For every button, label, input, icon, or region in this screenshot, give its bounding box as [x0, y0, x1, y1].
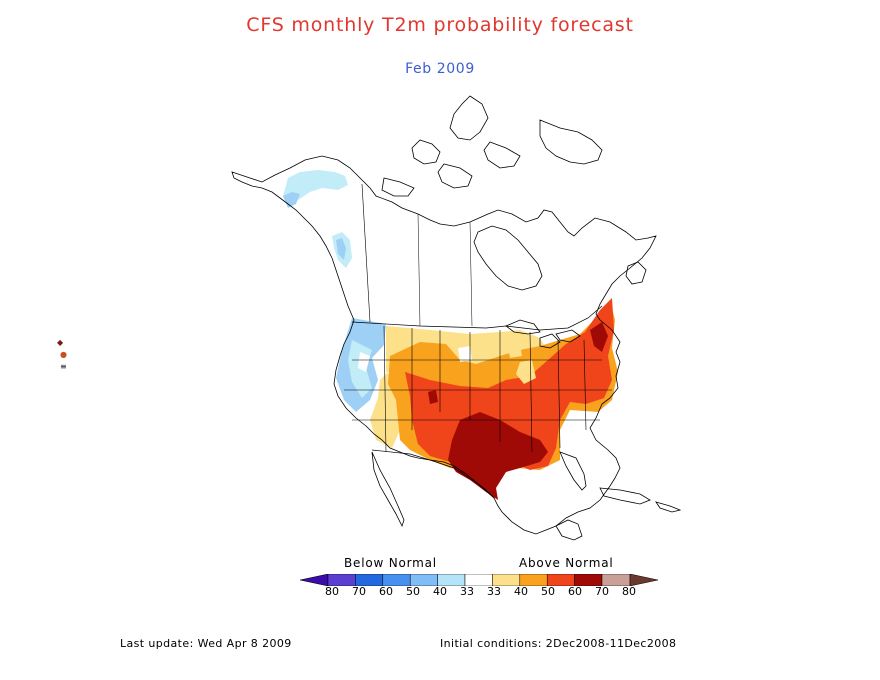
below-normal-label: Below Normal	[344, 556, 437, 570]
tick-label: 60	[568, 585, 582, 598]
shade-hole-2	[508, 344, 522, 358]
shade-above-70-ne	[590, 322, 608, 352]
shade-west-white	[358, 352, 370, 372]
coastlines-and-borders	[231, 95, 682, 541]
tick-label: 33	[460, 585, 474, 598]
side-diamond-icon: ◆	[57, 338, 64, 347]
tick-label: 80	[325, 585, 339, 598]
shade-hole-3	[458, 346, 472, 362]
color-scale-bar	[300, 574, 658, 586]
probability-shading	[283, 170, 618, 500]
page-title: CFS monthly T2m probability forecast	[246, 14, 634, 36]
forecast-month: Feb 2009	[405, 61, 475, 77]
shade-above-70-texas	[448, 412, 548, 500]
side-dot-icon: ●	[60, 350, 67, 359]
tick-label: 50	[406, 585, 420, 598]
tick-label: 70	[595, 585, 609, 598]
above-normal-label: Above Normal	[519, 556, 614, 570]
shade-above-70-nm	[428, 390, 438, 404]
scale-end-right	[629, 574, 658, 586]
tick-label: 80	[622, 585, 636, 598]
shade-bc-coast-40	[336, 238, 346, 260]
tick-label: 70	[352, 585, 366, 598]
side-glyph-icon: ≡	[60, 362, 67, 371]
shade-alaska-below-40	[283, 192, 300, 208]
tick-label: 40	[433, 585, 447, 598]
tick-label: 40	[514, 585, 528, 598]
tick-label: 33	[487, 585, 501, 598]
last-update-text: Last update: Wed Apr 8 2009	[120, 637, 292, 650]
initial-conditions-text: Initial conditions: 2Dec2008-11Dec2008	[440, 637, 677, 650]
tick-label: 50	[541, 585, 555, 598]
shade-alaska-below	[283, 170, 348, 205]
tick-label: 60	[379, 585, 393, 598]
